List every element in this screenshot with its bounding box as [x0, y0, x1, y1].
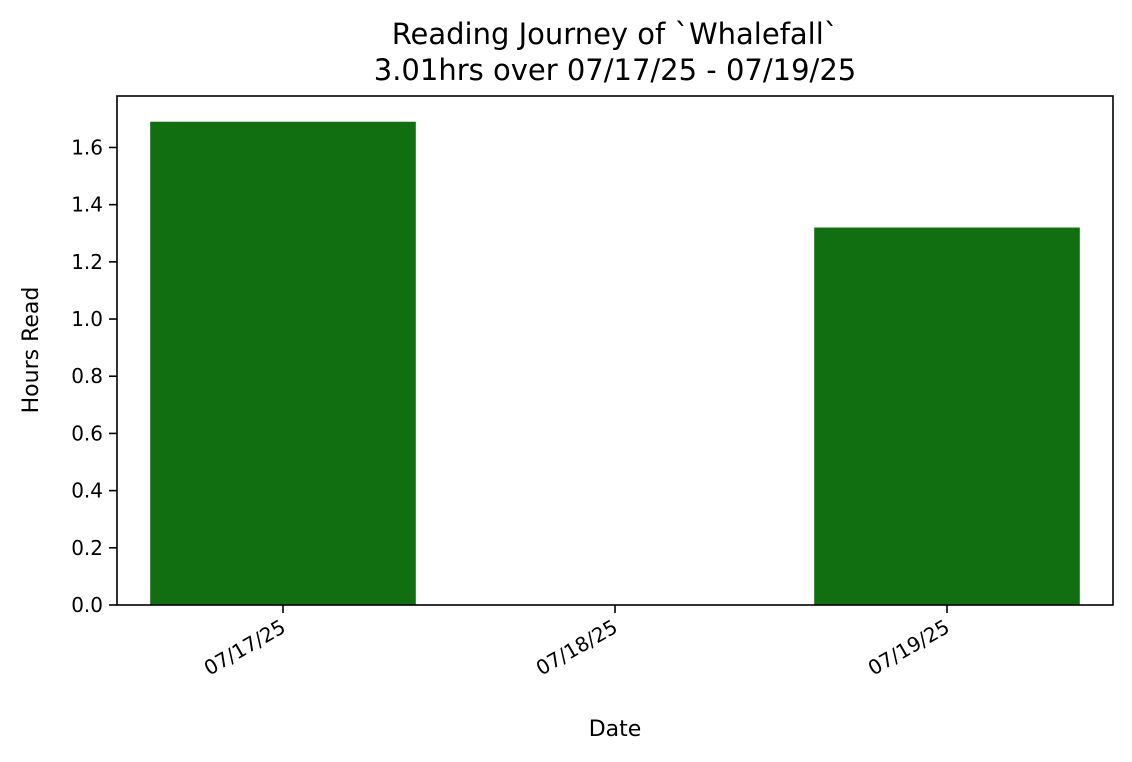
y-tick-label: 1.4	[71, 193, 103, 217]
x-axis-ticks: 07/17/25 07/18/25 07/19/25	[200, 605, 954, 680]
y-tick-label: 0.8	[71, 364, 103, 388]
x-tick-label: 07/18/25	[532, 615, 622, 681]
y-tick-label: 0.2	[71, 536, 103, 560]
x-axis-label: Date	[589, 717, 642, 742]
bar-07-19-25	[814, 227, 1080, 606]
y-tick-label: 0.0	[71, 593, 103, 617]
chart-subtitle: 3.01hrs over 07/17/25 - 07/19/25	[374, 53, 856, 87]
y-tick-label: 0.4	[71, 479, 103, 503]
bar-07-17-25	[150, 121, 416, 605]
y-tick-label: 1.0	[71, 307, 103, 331]
y-axis-label: Hours Read	[19, 287, 44, 414]
chart-title: Reading Journey of `Whalefall`	[392, 17, 839, 51]
x-tick-label: 07/17/25	[200, 615, 290, 681]
y-tick-label: 1.6	[71, 135, 103, 159]
y-axis-ticks: 0.0 0.2 0.4 0.6 0.8 1.0 1.2 1.4 1.6	[71, 135, 117, 617]
y-tick-label: 0.6	[71, 421, 103, 445]
y-tick-label: 1.2	[71, 250, 103, 274]
x-tick-label: 07/19/25	[864, 615, 954, 681]
bars-group	[150, 121, 1080, 606]
plot-frame	[116, 95, 1114, 606]
